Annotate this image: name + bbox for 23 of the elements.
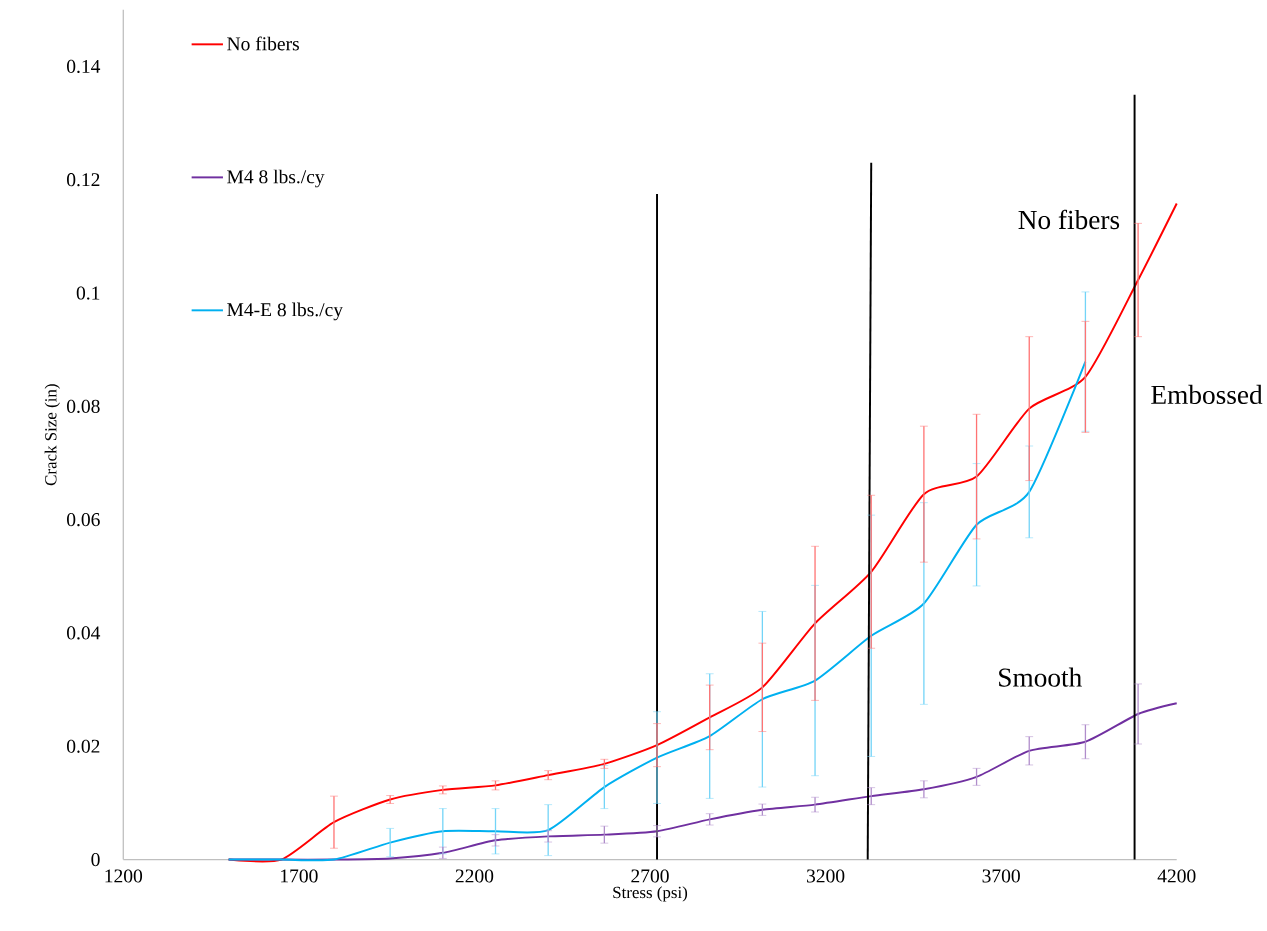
annotation: No fibers (1018, 209, 1120, 230)
y-tick-label: 0.02 (67, 739, 100, 753)
y-tick-label: 0.04 (67, 626, 101, 640)
legend-label: M4 8 lbs./cy (227, 169, 325, 188)
y-tick-label: 0 (91, 852, 100, 867)
x-tick-label: 2700 (631, 869, 669, 883)
y-axis-title: Crack Size (in) (44, 384, 60, 486)
legend-label: No fibers (227, 36, 299, 51)
annotation: Embossed (1151, 384, 1263, 405)
x-tick-label: 3700 (982, 869, 1020, 883)
legend-label: M4-E 8 lbs./cy (227, 302, 343, 321)
x-axis-title: Stress (psi) (613, 886, 688, 902)
y-tick-label: 0.1 (76, 286, 100, 300)
y-tick-label: 0.12 (67, 173, 100, 187)
y-tick-label: 0.14 (67, 59, 101, 74)
x-tick-label: 1200 (105, 869, 143, 883)
x-tick-label: 4200 (1157, 869, 1196, 883)
x-tick-label: 1700 (281, 869, 318, 883)
annotation: Smooth (999, 667, 1082, 687)
x-tick-label: 3200 (807, 869, 845, 883)
y-tick-label: 0.06 (67, 513, 100, 527)
x-tick-label: 2200 (455, 869, 494, 883)
y-tick-label: 0.08 (67, 399, 100, 413)
